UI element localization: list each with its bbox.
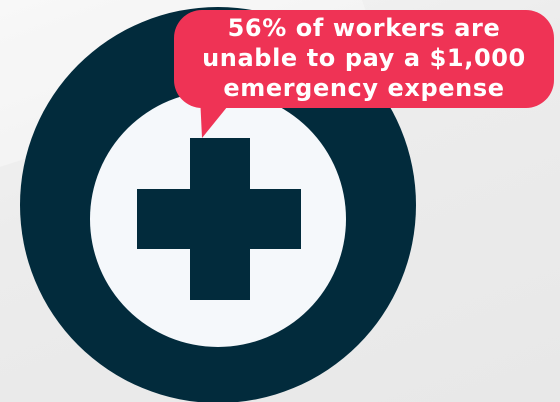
medical-cross-icon	[137, 138, 301, 300]
callout-line-1: 56% of workers are	[227, 14, 501, 42]
cross-horizontal-bar	[137, 189, 301, 249]
callout-bubble: 56% of workers are unable to pay a $1,00…	[174, 10, 554, 108]
callout-line-3: emergency expense	[223, 74, 505, 102]
callout-line-2: unable to pay a $1,000	[202, 44, 526, 72]
